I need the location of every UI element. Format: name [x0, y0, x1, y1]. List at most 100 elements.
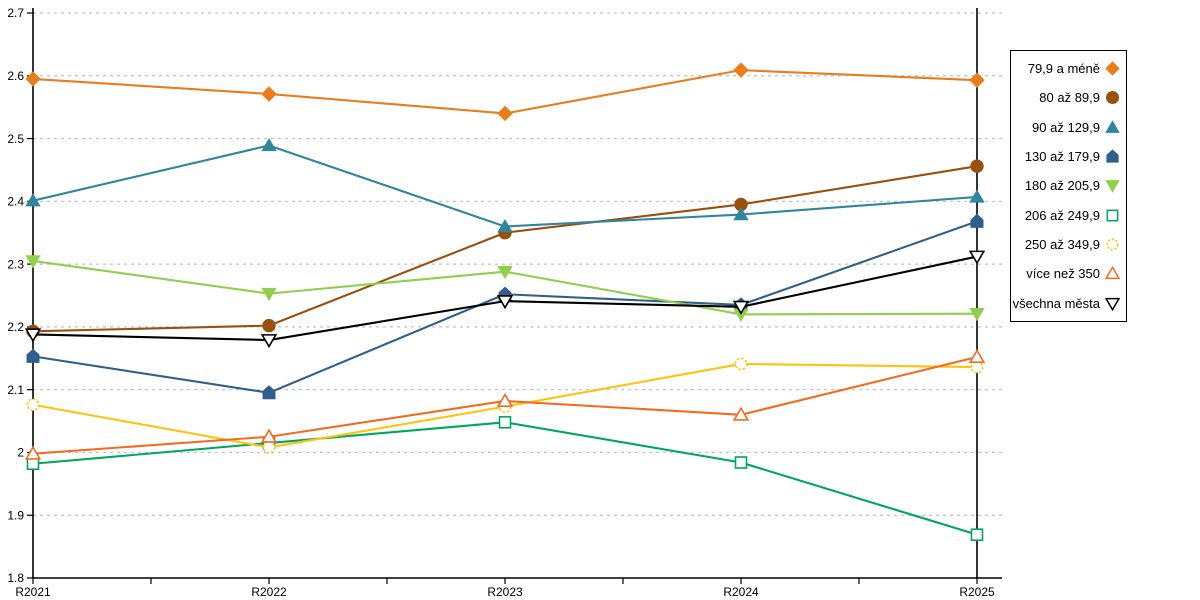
data-point-marker: [262, 441, 276, 454]
data-point-marker: [497, 265, 513, 280]
x-axis-tick-label: R2021: [15, 585, 51, 599]
data-point-marker: [498, 416, 512, 429]
circle-legend-icon: [1106, 91, 1119, 105]
x-axis-tick-label: R2024: [723, 585, 759, 599]
data-point-marker: [969, 308, 985, 322]
legend-label: 79,9 a méně: [1027, 61, 1100, 77]
legend-item: 79,9 a méně: [1015, 61, 1120, 76]
legend-marker-shape: [1105, 180, 1120, 194]
data-point-marker: [734, 456, 748, 469]
data-point-marker: [969, 189, 985, 203]
y-axis-tick-label: 1.9: [7, 508, 24, 522]
legend-marker-shape: [1106, 149, 1119, 163]
data-point-marker: [26, 348, 40, 363]
legend-item: 90 až 129,9: [1015, 120, 1120, 135]
legend-item: 250 až 349,9: [1015, 237, 1120, 252]
data-point-marker: [733, 207, 749, 221]
series-6: [26, 416, 984, 541]
y-axis-tick-label: 2.5: [7, 132, 24, 146]
legend-label: více než 350: [1026, 266, 1100, 282]
legend-item: 180 až 205,9: [1015, 178, 1120, 194]
legend-item: všechna města: [1012, 295, 1120, 311]
legend-marker-shape: [1105, 297, 1120, 311]
circle-legend-icon: [1106, 238, 1119, 251]
data-point-marker: [734, 357, 748, 371]
data-point-marker: [26, 398, 40, 412]
y-axis-tick-label: 2.4: [7, 195, 24, 209]
legend-label: 206 až 249,9: [1024, 207, 1100, 223]
series-8: [24, 348, 986, 460]
legend-item: více než 350: [1015, 266, 1120, 281]
y-axis-tick-label: 2.7: [7, 6, 24, 20]
y-axis-tick-label: 2: [17, 446, 24, 460]
data-point-marker: [970, 360, 984, 374]
diamond-legend-icon: [1105, 61, 1120, 76]
y-axis-tick-label: 2.6: [7, 69, 24, 83]
series-5: [25, 255, 985, 322]
data-point-marker: [262, 385, 276, 400]
legend-marker-shape: [1106, 91, 1119, 105]
legend-item: 206 až 249,9: [1015, 208, 1120, 223]
chart-legend: 79,9 a méně 80 až 89,9 90 až 129,9 130 až 1…: [1010, 50, 1127, 322]
y-axis-tick-label: 2.3: [7, 257, 24, 271]
triangle-down-legend-icon: [1105, 180, 1120, 194]
data-point-marker: [732, 300, 750, 315]
series-line: [31, 144, 979, 228]
legend-marker-shape: [1105, 120, 1120, 133]
series-line: [31, 421, 979, 536]
data-point-marker: [260, 334, 278, 349]
data-point-marker: [968, 348, 986, 364]
legend-label: 90 až 129,9: [1032, 119, 1100, 135]
data-point-marker: [496, 392, 514, 407]
x-axis-tick-label: R2022: [251, 585, 287, 599]
triangle-down-legend-icon: [1105, 297, 1120, 311]
legend-marker-shape: [1105, 266, 1120, 280]
square-legend-icon: [1106, 209, 1119, 222]
legend-label: 250 až 349,9: [1024, 237, 1100, 253]
series-2: [26, 159, 984, 338]
data-point-marker: [970, 528, 984, 541]
data-point-marker: [732, 406, 750, 421]
legend-marker-shape: [1106, 209, 1119, 222]
y-axis-tick-label: 1.8: [7, 571, 24, 585]
data-point-marker: [969, 72, 985, 88]
data-point-marker: [970, 213, 984, 228]
y-axis-tick-label: 2.1: [7, 383, 24, 397]
series-3: [25, 137, 985, 233]
data-point-marker: [968, 250, 986, 265]
series-1: [25, 62, 985, 122]
legend-marker-shape: [1105, 61, 1120, 76]
legend-marker-shape: [1106, 238, 1119, 251]
data-point-marker: [970, 159, 984, 173]
data-point-marker: [25, 71, 41, 87]
data-point-marker: [25, 193, 41, 207]
data-point-marker: [260, 428, 278, 443]
data-point-marker: [496, 295, 514, 310]
data-point-marker: [261, 287, 277, 302]
triangle-up-legend-icon: [1105, 266, 1120, 280]
data-point-marker: [733, 62, 749, 78]
x-axis-tick-label: R2025: [959, 585, 995, 599]
x-axis-tick-label: R2023: [487, 585, 523, 599]
legend-label: 80 až 89,9: [1039, 90, 1100, 106]
data-point-marker: [497, 218, 513, 233]
data-point-marker: [497, 105, 513, 122]
legend-label: všechna města: [1012, 295, 1100, 311]
data-point-marker: [25, 255, 41, 269]
legend-label: 180 až 205,9: [1024, 178, 1100, 194]
legend-item: 130 až 179,9: [1015, 149, 1120, 164]
data-point-marker: [261, 86, 277, 102]
series-9: [24, 250, 986, 349]
triangle-up-legend-icon: [1105, 120, 1120, 133]
data-point-marker: [262, 318, 276, 333]
data-point-marker: [24, 328, 42, 343]
data-point-marker: [26, 457, 40, 471]
legend-label: 130 až 179,9: [1024, 149, 1100, 165]
y-axis-tick-label: 2.2: [7, 320, 24, 334]
pentagon-legend-icon: [1106, 149, 1119, 163]
data-point-marker: [261, 137, 277, 152]
legend-item: 80 až 89,9: [1015, 90, 1120, 105]
